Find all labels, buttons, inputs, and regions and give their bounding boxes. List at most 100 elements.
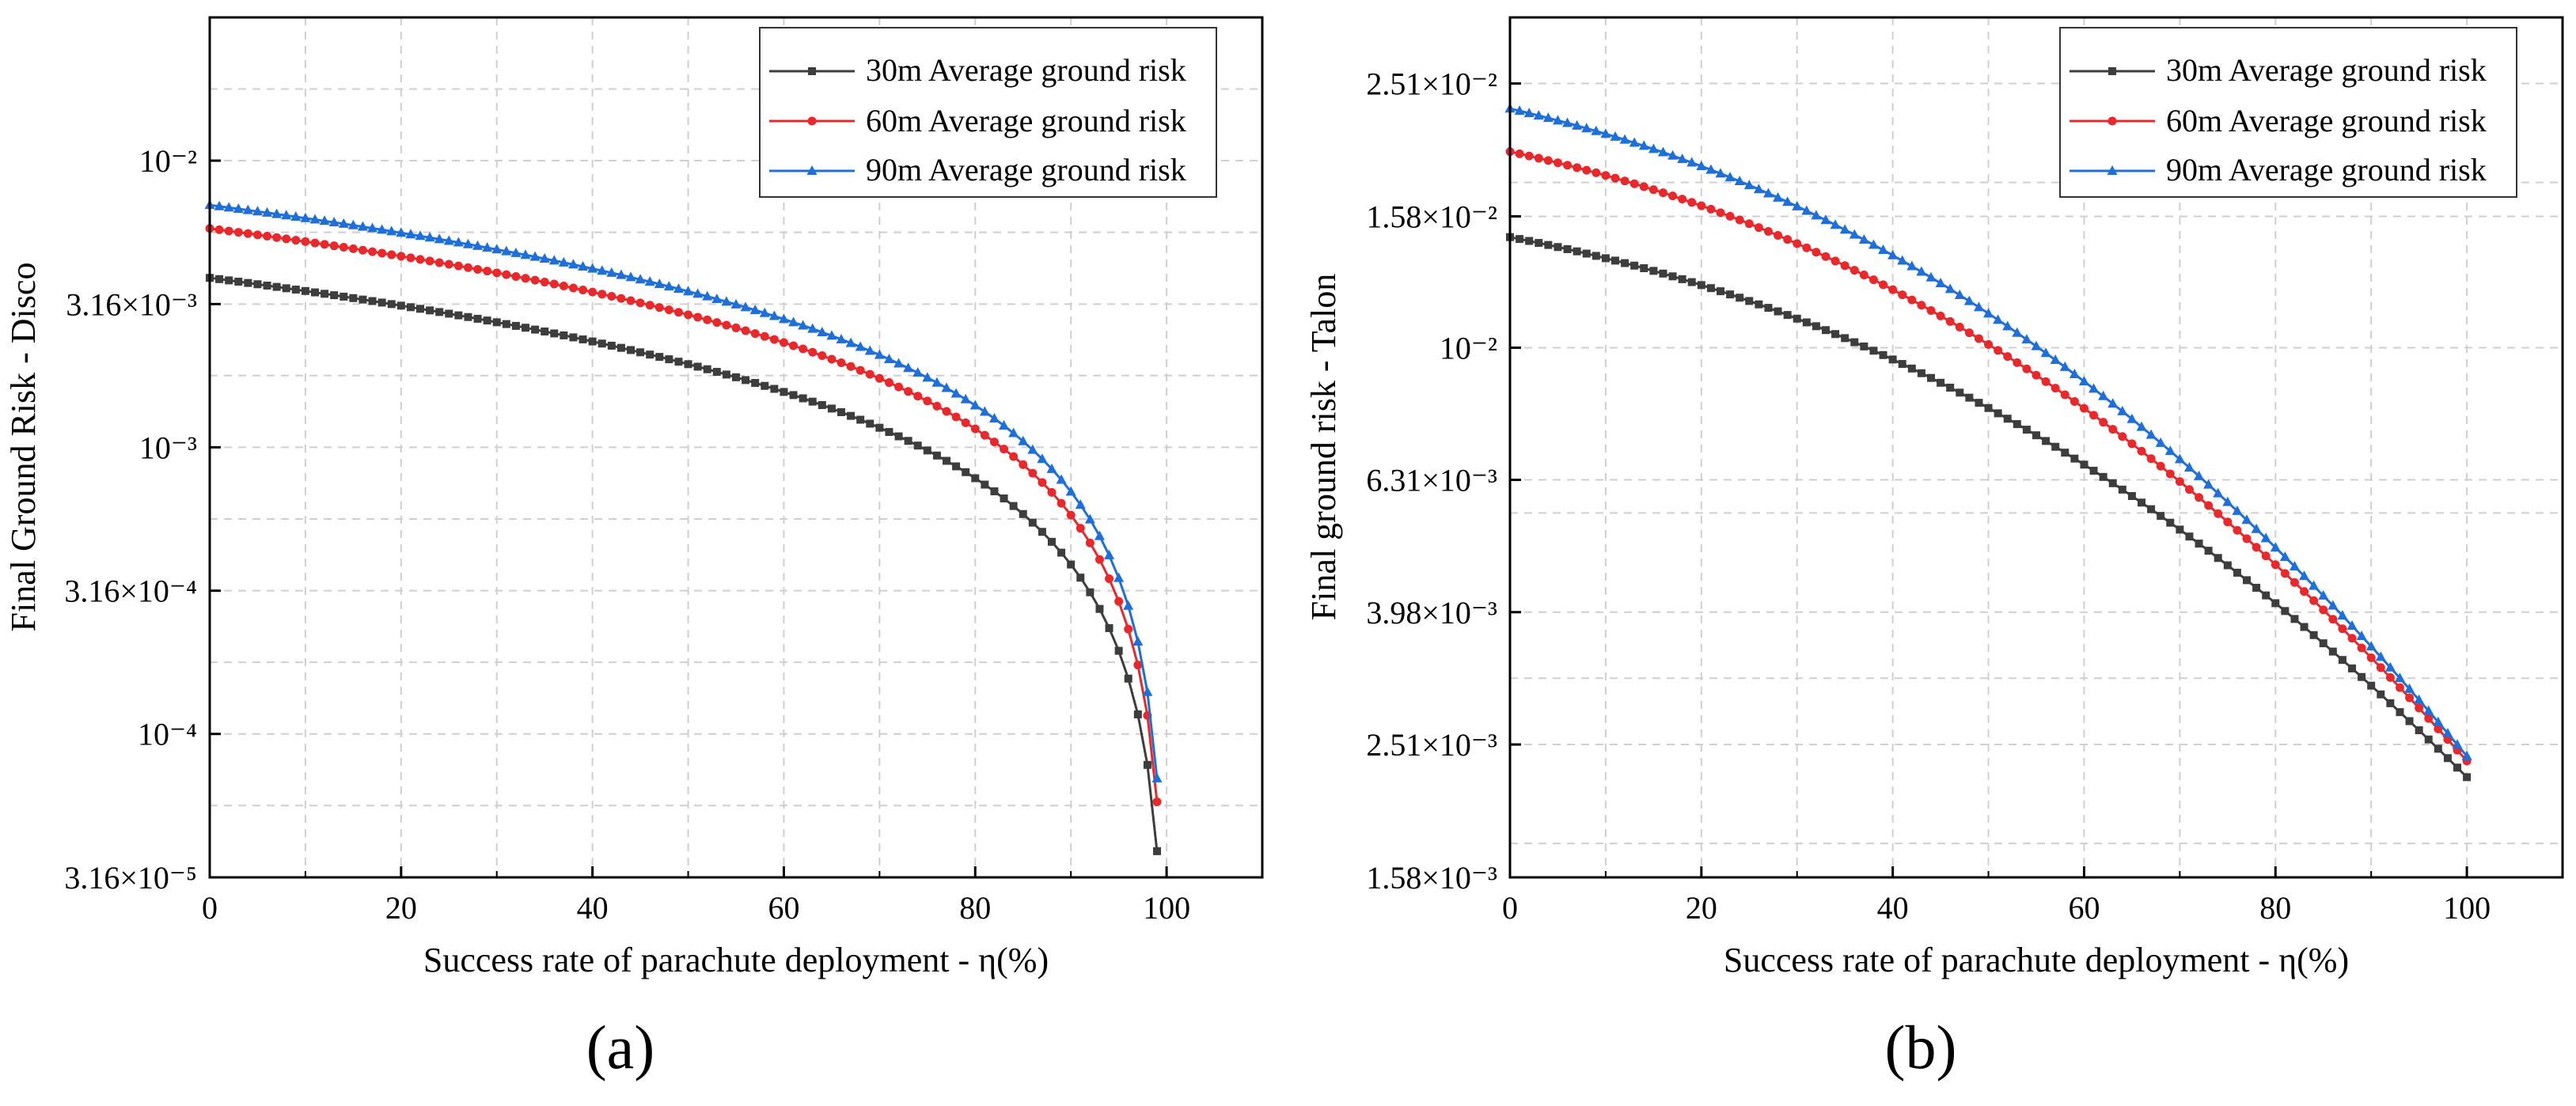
panel-a-point-90m [548, 255, 560, 265]
panel-a-point-30m [693, 362, 702, 371]
panel-a-point-30m [962, 468, 970, 476]
panel-a-point-30m [511, 321, 520, 330]
panel-b-legend: 30m Average ground risk 60m Average grou… [2059, 27, 2517, 198]
panel-b-point-90m [2040, 347, 2051, 358]
panel-a-point-30m [665, 355, 673, 364]
panel-b-point-90m [2384, 661, 2396, 672]
panel-b-point-30m [1994, 409, 2002, 418]
panel-a-point-30m [607, 341, 616, 350]
panel-a-point-90m [520, 249, 531, 259]
panel-a-point-90m [328, 217, 340, 227]
panel-a-point-90m [462, 238, 473, 248]
panel-a-point-30m [981, 480, 989, 489]
panel-b-point-60m [1582, 165, 1592, 175]
panel-a-point-90m [749, 304, 761, 314]
panel-b-point-90m [1523, 108, 1535, 118]
panel-a-legend-label-30m: 30m Average ground risk [866, 52, 1186, 88]
panel-a-point-90m [817, 326, 828, 336]
panel-a-point-90m [1104, 549, 1115, 559]
panel-b-point-60m [2089, 411, 2099, 420]
panel-a-point-60m [645, 301, 654, 310]
panel-b-point-90m [1811, 210, 1822, 220]
panel-a-point-60m [664, 305, 673, 315]
panel-a-point-30m [291, 286, 300, 294]
panel-a-point-30m [866, 419, 874, 428]
panel-a-point-90m [347, 219, 359, 229]
panel-b-legend-marker-60m [2107, 116, 2117, 126]
panel-a-point-60m [769, 335, 779, 344]
panel-a-legend-box [759, 27, 1217, 198]
panel-a-point-60m [846, 362, 856, 371]
panel-b-point-60m [2108, 425, 2118, 434]
panel-b-legend-label-90m: 90m Average ground risk [2166, 152, 2487, 187]
panel-b-point-90m [2394, 672, 2405, 683]
panel-b-point-30m [2290, 615, 2299, 623]
panel-b-point-30m [2070, 454, 2079, 463]
panel-b-point-60m [1706, 204, 1716, 214]
panel-a-point-60m [779, 338, 788, 347]
panel-b-point-90m [1925, 271, 1937, 282]
panel-a-point-60m [1028, 468, 1038, 478]
panel-a-point-60m [1009, 452, 1019, 461]
panel-b-point-60m [1648, 185, 1658, 195]
panel-a-point-90m [1037, 453, 1048, 464]
panel-b-point-30m [2233, 568, 2241, 577]
panel-a-point-60m [789, 341, 799, 350]
panel-b-point-30m [2185, 532, 2194, 541]
panel-b-series [1504, 103, 2472, 782]
panel-b-point-30m [2243, 576, 2251, 585]
panel-a-point-30m [244, 278, 252, 287]
panel-a-x-tick-label: 20 [385, 890, 417, 926]
panel-b-point-30m [2328, 647, 2337, 656]
panel-a-point-90m [424, 232, 435, 242]
panel-b-point-30m [1611, 256, 1619, 265]
panel-a-point-30m [894, 432, 903, 441]
panel-a-point-90m [1046, 463, 1057, 473]
panel-a-point-30m [1067, 560, 1076, 569]
panel-a-point-60m [339, 243, 348, 252]
panel-a-point-60m [961, 418, 970, 427]
panel-b-y-tick-label: 2.51×10⁻² [1366, 66, 1497, 102]
panel-b-point-90m [1542, 112, 1554, 123]
panel-b-point-30m [2309, 631, 2318, 639]
panel-a-point-90m [740, 301, 751, 312]
panel-a-point-30m [1009, 502, 1018, 510]
panel-b-point-90m [1677, 153, 1688, 164]
panel-b-x-tick-label: 100 [2443, 890, 2491, 926]
panel-a-point-60m [406, 253, 415, 263]
panel-a-point-90m [912, 367, 924, 377]
panel-a-point-90m [1008, 427, 1019, 437]
panel-b-point-30m [1563, 244, 1572, 253]
panel-a-point-60m [1057, 498, 1066, 508]
panel-a-point-60m [1066, 510, 1076, 520]
panel-b-point-60m [2156, 461, 2165, 471]
panel-a-x-axis-label: Success rate of parachute deployment - η… [423, 941, 1049, 979]
panel-b-point-60m [1697, 201, 1706, 210]
panel-b-point-90m [1858, 233, 1869, 244]
panel-a-point-60m [377, 248, 387, 258]
panel-b-point-30m [2214, 554, 2222, 562]
panel-a-point-60m [463, 263, 472, 272]
panel-b-point-90m [2289, 561, 2300, 571]
panel-a-point-30m [1057, 548, 1066, 557]
panel-a-y-ticks: 3.16×10⁻⁵ 10⁻⁴ 3.16×10⁻⁴ 10⁻³ 3.16×10⁻³ 10⁻² [64, 143, 221, 896]
panel-a-point-90m [616, 269, 627, 279]
panel-a-point-30m [1133, 710, 1142, 719]
panel-a-point-90m [1132, 635, 1144, 646]
panel-b-point-60m [2184, 485, 2194, 494]
panel-b-point-90m [2021, 334, 2032, 344]
panel-a-point-60m [913, 392, 923, 401]
panel-b-point-90m [1935, 278, 1946, 288]
panel-b-point-90m [2136, 421, 2147, 431]
panel-a-point-30m [1019, 509, 1027, 518]
panel-a-series [204, 199, 1163, 855]
panel-a-point-60m [1000, 445, 1009, 454]
panel-a-point-60m [1114, 597, 1124, 606]
panel-b-point-90m [1696, 160, 1707, 170]
panel-a-point-90m [396, 227, 407, 237]
panel-a-point-30m [550, 329, 559, 338]
panel-b-point-30m [1668, 272, 1677, 281]
panel-a-point-30m [406, 303, 415, 312]
panel-b-point-30m [1812, 322, 1820, 331]
panel-a-point-60m [722, 320, 731, 330]
